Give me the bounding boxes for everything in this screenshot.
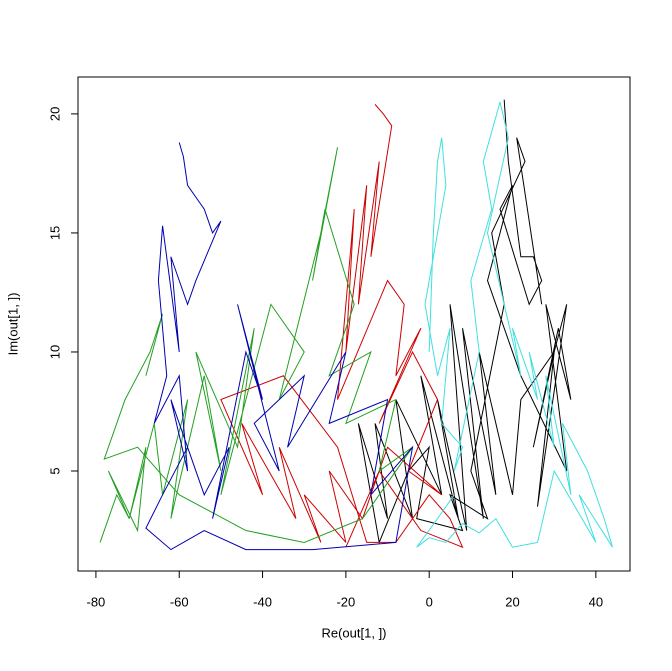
y-tick-label: 15 — [47, 226, 62, 240]
y-tick-label: 5 — [47, 467, 62, 474]
x-tick-label: 20 — [505, 594, 519, 609]
series-line — [145, 142, 414, 551]
y-tick-label: 20 — [47, 107, 62, 121]
y-axis-label: Im(out[1, ]) — [5, 293, 20, 356]
series-line — [99, 147, 413, 543]
series-line — [357, 99, 572, 545]
x-tick-label: 40 — [589, 594, 603, 609]
plot-box — [77, 76, 631, 572]
x-tick-label: -60 — [170, 594, 189, 609]
series-line — [416, 101, 613, 548]
series-line — [220, 104, 464, 549]
y-tick-label: 10 — [47, 345, 62, 359]
x-tick-label: -20 — [336, 594, 355, 609]
x-axis-label: Re(out[1, ]) — [321, 625, 386, 640]
x-tick-label: -80 — [87, 594, 106, 609]
x-tick-label: -40 — [253, 594, 272, 609]
x-tick-label: 0 — [426, 594, 433, 609]
